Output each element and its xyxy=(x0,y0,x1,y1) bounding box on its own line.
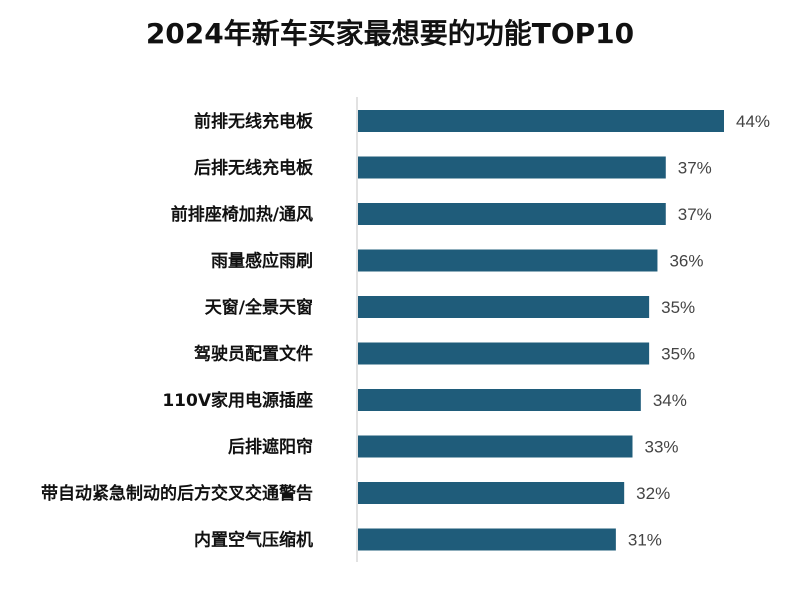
category-label: 驾驶员配置文件 xyxy=(194,344,313,365)
bar xyxy=(358,528,616,551)
category-label: 后排无线充电板 xyxy=(194,158,314,179)
data-label: 44% xyxy=(736,112,770,131)
bar xyxy=(358,110,724,132)
data-label: 31% xyxy=(628,531,662,550)
data-label: 34% xyxy=(653,391,687,410)
category-label: 后排遮阳帘 xyxy=(228,437,313,458)
data-label: 37% xyxy=(678,205,712,224)
bar xyxy=(358,203,666,225)
data-label: 35% xyxy=(661,298,695,317)
category-label: 前排无线充电板 xyxy=(194,111,314,132)
category-label: 雨量感应雨刷 xyxy=(211,251,313,272)
category-label: 内置空气压缩机 xyxy=(194,530,313,551)
category-label: 前排座椅加热/通风 xyxy=(171,204,313,225)
bar xyxy=(358,435,633,458)
chart-title: 2024年新车买家最想要的功能TOP10 xyxy=(145,17,635,50)
data-label: 36% xyxy=(669,252,703,271)
bar xyxy=(358,296,650,318)
bar xyxy=(358,342,650,365)
bar xyxy=(358,249,658,272)
bar xyxy=(358,389,641,411)
data-label: 33% xyxy=(645,438,679,457)
data-label: 35% xyxy=(661,345,695,364)
data-label: 32% xyxy=(636,484,670,503)
category-label: 110V家用电源插座 xyxy=(162,390,313,411)
bar xyxy=(358,156,666,179)
data-label: 37% xyxy=(678,159,712,178)
category-label: 带自动紧急制动的后方交叉交通警告 xyxy=(41,483,313,504)
bar xyxy=(358,482,625,504)
category-label: 天窗/全景天窗 xyxy=(205,297,313,318)
